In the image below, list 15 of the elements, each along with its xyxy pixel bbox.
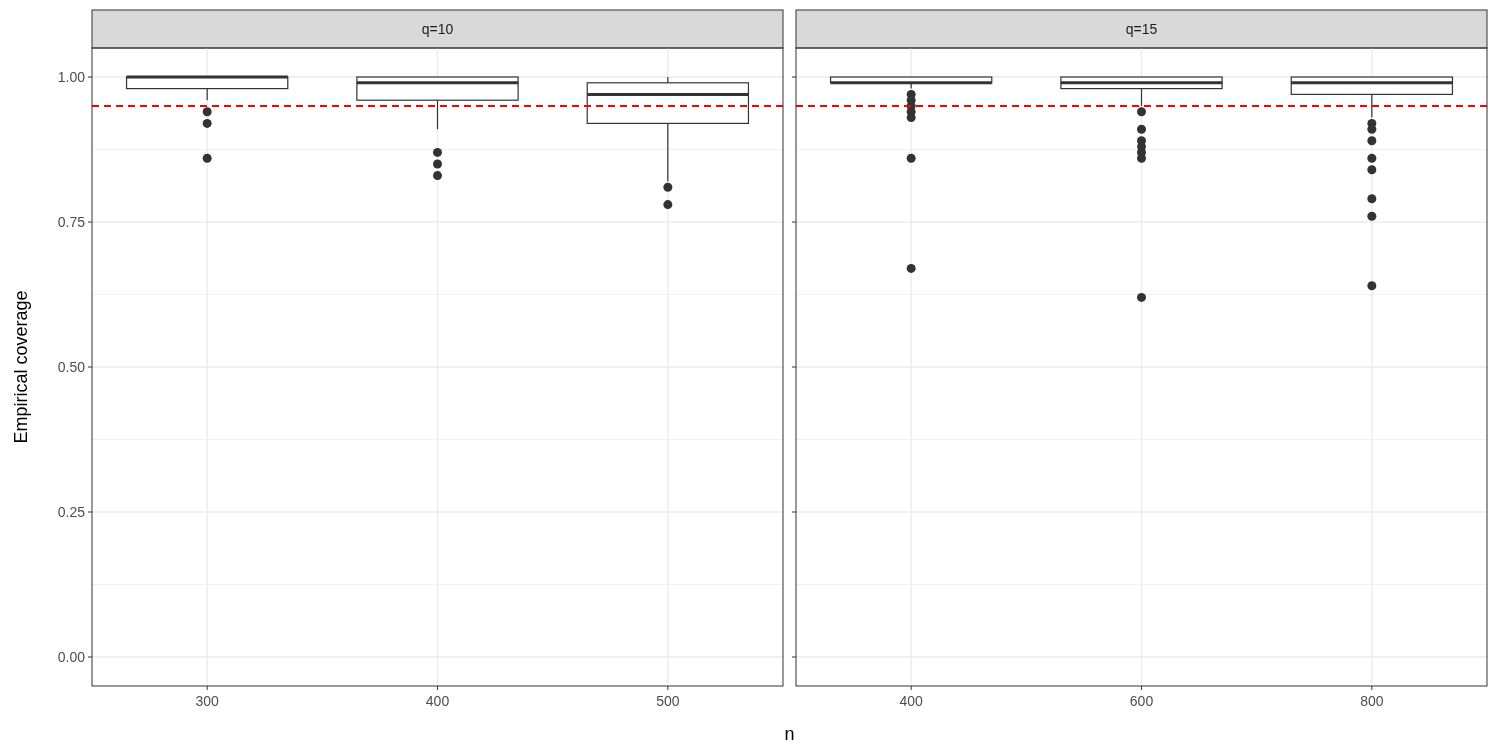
x-tick-label: 400 (899, 693, 924, 709)
chart-title: q=10 (421, 21, 454, 37)
y-tick-label: 0.25 (57, 504, 86, 520)
y-tick-label: 0.00 (57, 649, 86, 665)
y-tick-label: 0.75 (57, 214, 86, 230)
y-tick-label: 0.50 (57, 359, 86, 375)
x-axis-title: n (784, 724, 795, 744)
x-tick-label: 600 (1129, 693, 1154, 709)
x-tick-label: 800 (1360, 693, 1384, 709)
y-tick-label: 1.00 (57, 69, 86, 85)
y-axis-title: Empirical coverage (11, 290, 31, 444)
x-tick-label: 400 (425, 693, 450, 709)
chart-title: q=15 (1125, 21, 1158, 37)
x-tick-label: 500 (656, 693, 680, 709)
x-tick-label: 300 (195, 693, 220, 709)
